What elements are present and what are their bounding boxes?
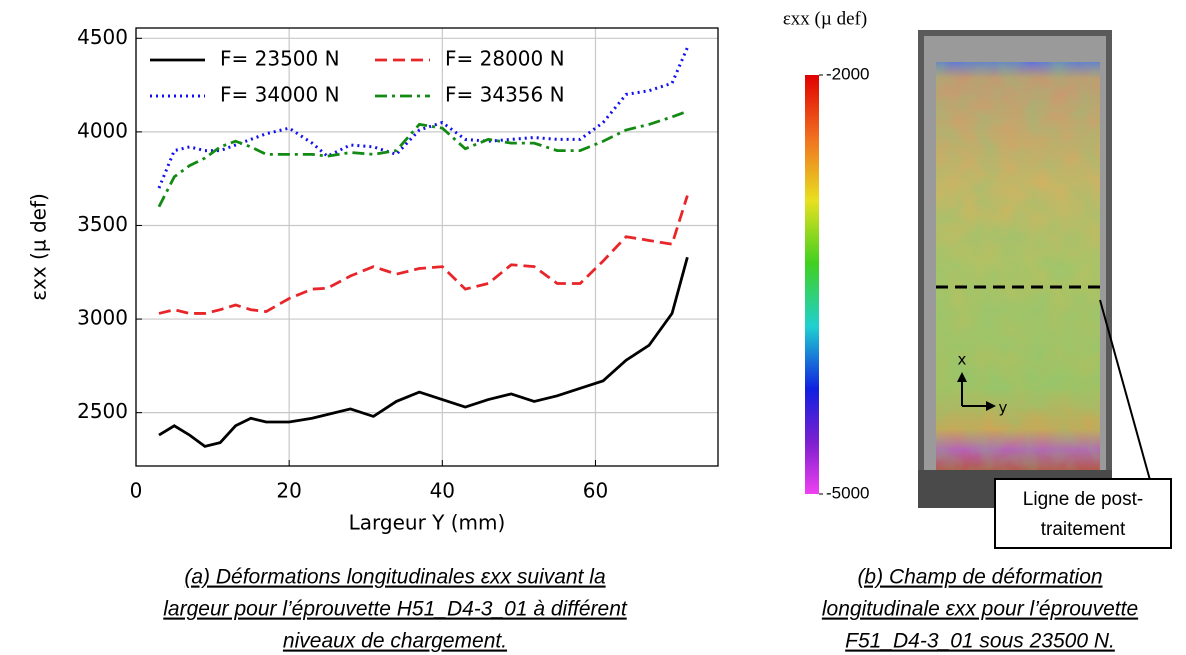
- colorbar-ticks: -2000 -5000: [819, 64, 869, 502]
- series-line: [157, 109, 688, 208]
- axis-x-label: x: [958, 351, 967, 369]
- caption-line: longitudinale εxx pour l’éprouvette: [822, 598, 1138, 621]
- colorbar-tick-label: -2000: [826, 64, 869, 83]
- specimen-image: [918, 30, 1112, 508]
- colorbar: [805, 75, 819, 494]
- legend-label: F= 34000 N: [220, 83, 340, 107]
- y-axis-label: εxx (µ def): [27, 193, 51, 301]
- y-tick-label: 4500: [77, 25, 128, 49]
- y-tick-label: 4000: [77, 118, 128, 142]
- legend-label: F= 28000 N: [445, 47, 565, 71]
- y-tick-label: 2500: [77, 399, 128, 423]
- annotation-text: Ligne de post-: [1023, 489, 1143, 510]
- annotation-box: [994, 478, 1172, 549]
- x-tick-label: 60: [583, 479, 608, 503]
- axis-y-label: y: [999, 399, 1008, 417]
- x-tick-label: 40: [430, 479, 455, 503]
- y-tick-label: 3500: [77, 212, 128, 236]
- caption-line: largeur pour l’éprouvette H51_D4-3_01 à …: [163, 598, 628, 621]
- x-tick-label: 20: [276, 479, 301, 503]
- colorbar-tick-label: -5000: [826, 483, 869, 502]
- line-chart: 0 20 40 60 2500 3000 3500 4000 4500 F= 23500 N F= …: [77, 25, 719, 503]
- annotation-pointer: [1099, 299, 1151, 481]
- plot-frame: [135, 27, 719, 467]
- series-line: [158, 256, 689, 448]
- annotation-text: traitement: [1041, 519, 1126, 540]
- colorbar-label: εxx (µ def): [783, 8, 867, 29]
- y-tick-label: 3000: [77, 306, 128, 330]
- caption-line: (a) Déformations longitudinales εxx suiv…: [184, 566, 605, 589]
- caption-line: (b) Champ de déformation: [857, 566, 1102, 589]
- legend-label: F= 34356 N: [445, 83, 565, 107]
- x-axis-label: Largeur Y (mm): [349, 511, 506, 535]
- caption-line: niveaux de chargement.: [283, 630, 507, 653]
- x-tick-label: 0: [130, 479, 143, 503]
- caption-line: F51_D4-3_01 sous 23500 N.: [845, 630, 1115, 653]
- series-line: [158, 195, 689, 315]
- captions: (a) Déformations longitudinales εxx suiv…: [163, 566, 1138, 653]
- legend-label: F= 23500 N: [220, 47, 340, 71]
